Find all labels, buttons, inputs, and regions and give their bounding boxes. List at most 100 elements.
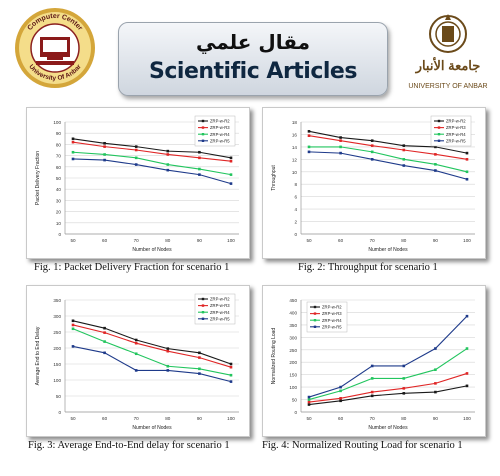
data-point-ZRP-w-R4 (229, 373, 233, 377)
series-line-ZRP-w-R2 (72, 138, 232, 159)
x-tick-label: 100 (463, 416, 471, 421)
chart-panel-3: 0 50 100 150 200 250 300 350 50 60 70 80 90 100 Number… (26, 285, 250, 437)
legend-entry: ZRP-w-R4 (210, 310, 230, 315)
data-point-ZRP-w-R3 (134, 148, 138, 152)
data-point-ZRP-w-R4 (166, 163, 170, 166)
series-line-ZRP-w-R3 (72, 141, 232, 162)
legend-marker (437, 119, 441, 123)
chart-4: 0 50 100 150 200 250 300 350 400 450 50 60 70 80 90 100… (271, 298, 475, 431)
y-tick-label: 50 (56, 176, 62, 181)
data-point-ZRP-w-R5 (402, 164, 406, 167)
legend-entry: ZRP-w-R5 (446, 138, 466, 143)
data-point-ZRP-w-R2 (134, 338, 138, 342)
y-tick-label: 0 (294, 410, 297, 415)
x-tick-label: 50 (306, 238, 312, 243)
data-point-ZRP-w-R3 (229, 159, 233, 163)
series-line-ZRP-w-R5 (308, 151, 468, 180)
data-point-ZRP-w-R2 (465, 151, 469, 155)
data-point-ZRP-w-R4 (71, 150, 75, 154)
legend-entry: ZRP-w-R5 (210, 138, 230, 143)
legend-marker (313, 319, 317, 322)
legend-marker (437, 139, 441, 142)
x-tick-label: 70 (370, 238, 376, 243)
data-point-ZRP-w-R4 (434, 368, 437, 371)
data-point-ZRP-w-R4 (465, 170, 469, 174)
x-tick-label: 50 (70, 238, 76, 243)
data-point-ZRP-w-R3 (465, 372, 469, 375)
x-tick-label: 90 (433, 238, 439, 243)
data-point-ZRP-w-R2 (434, 390, 437, 394)
series-line-ZRP-w-R3 (308, 135, 468, 160)
legend-marker (201, 317, 205, 320)
y-tick-label: 50 (56, 394, 62, 399)
legend-marker (201, 139, 205, 142)
y-tick-label: 100 (289, 385, 297, 390)
series-line-ZRP-w-R4 (72, 151, 232, 176)
x-tick-label: 70 (134, 238, 140, 243)
y-tick-label: 40 (56, 187, 62, 192)
data-point-ZRP-w-R4 (307, 145, 311, 149)
data-point-ZRP-w-R4 (103, 153, 106, 156)
data-point-ZRP-w-R5 (370, 158, 374, 161)
series-line-ZRP-w-R2 (308, 385, 468, 406)
data-point-ZRP-w-R5 (166, 168, 170, 172)
data-point-ZRP-w-R2 (103, 326, 106, 330)
y-tick-label: 10 (292, 170, 298, 175)
data-point-ZRP-w-R2 (339, 399, 342, 403)
data-point-ZRP-w-R2 (307, 130, 311, 133)
y-tick-label: 100 (53, 120, 61, 125)
data-point-ZRP-w-R2 (134, 145, 138, 148)
banner-arabic-title: مقال علمي (195, 30, 311, 54)
data-point-ZRP-w-R3 (465, 158, 469, 161)
data-point-ZRP-w-R4 (198, 367, 201, 371)
y-tick-label: 450 (289, 298, 297, 303)
y-tick-label: 4 (294, 207, 297, 212)
legend-entry: ZRP-w-R3 (210, 125, 230, 130)
series-line-ZRP-w-R3 (72, 324, 232, 368)
legend-entry: ZRP-w-R5 (210, 316, 230, 321)
data-point-ZRP-w-R4 (402, 377, 406, 380)
data-point-ZRP-w-R4 (370, 150, 374, 154)
chart-1: 0 10 20 30 40 50 60 70 80 90 100 50 60 70 80 90 100 Numbe… (35, 115, 239, 253)
x-tick-label: 80 (165, 238, 171, 243)
y-axis-label: Average End to End Delay (35, 326, 41, 385)
x-tick-label: 90 (433, 416, 439, 421)
y-tick-label: 60 (56, 165, 62, 170)
legend-entry: ZRP-w-R2 (210, 297, 230, 302)
y-tick-label: 0 (58, 410, 61, 415)
data-point-ZRP-w-R4 (339, 389, 342, 393)
data-point-ZRP-w-R5 (339, 151, 342, 155)
chart-3: 0 50 100 150 200 250 300 350 50 60 70 80 90 100 Number… (35, 293, 239, 431)
data-point-ZRP-w-R5 (402, 364, 406, 368)
x-tick-label: 80 (165, 416, 171, 421)
x-tick-label: 50 (306, 416, 312, 421)
caption-fig-2: Fig. 2: Throughput for scenario 1 (298, 262, 438, 273)
legend-marker (201, 304, 205, 307)
y-tick-label: 200 (289, 360, 297, 365)
y-tick-label: 250 (53, 330, 61, 335)
x-tick-label: 80 (401, 416, 407, 421)
series-line-ZRP-w-R5 (308, 315, 468, 398)
legend-entry: ZRP-w-R2 (322, 305, 342, 310)
data-point-ZRP-w-R2 (229, 156, 233, 160)
data-point-ZRP-w-R5 (134, 369, 138, 372)
y-tick-label: 400 (289, 310, 297, 315)
legend-marker (437, 126, 441, 129)
x-tick-label: 70 (370, 416, 376, 421)
y-tick-label: 300 (53, 314, 61, 319)
data-point-ZRP-w-R5 (307, 150, 311, 154)
data-point-ZRP-w-R3 (339, 397, 342, 400)
chart-panel-2: 0 2 4 6 8 10 12 14 16 18 50 60 70 80 90 100 Number of No… (262, 107, 486, 259)
legend-marker (201, 126, 205, 129)
series-line-ZRP-w-R2 (308, 130, 468, 154)
y-tick-label: 150 (53, 362, 61, 367)
data-point-ZRP-w-R2 (229, 362, 233, 366)
data-point-ZRP-w-R5 (71, 157, 75, 161)
y-tick-label: 300 (289, 335, 297, 340)
y-tick-label: 100 (53, 378, 61, 383)
data-point-ZRP-w-R5 (465, 177, 469, 181)
series-line-ZRP-w-R2 (72, 320, 232, 365)
y-tick-label: 350 (289, 323, 297, 328)
university-logo: جامعة الأنبار UNIVERSITY OF ANBAR (402, 6, 494, 98)
data-point-ZRP-w-R2 (166, 149, 170, 153)
